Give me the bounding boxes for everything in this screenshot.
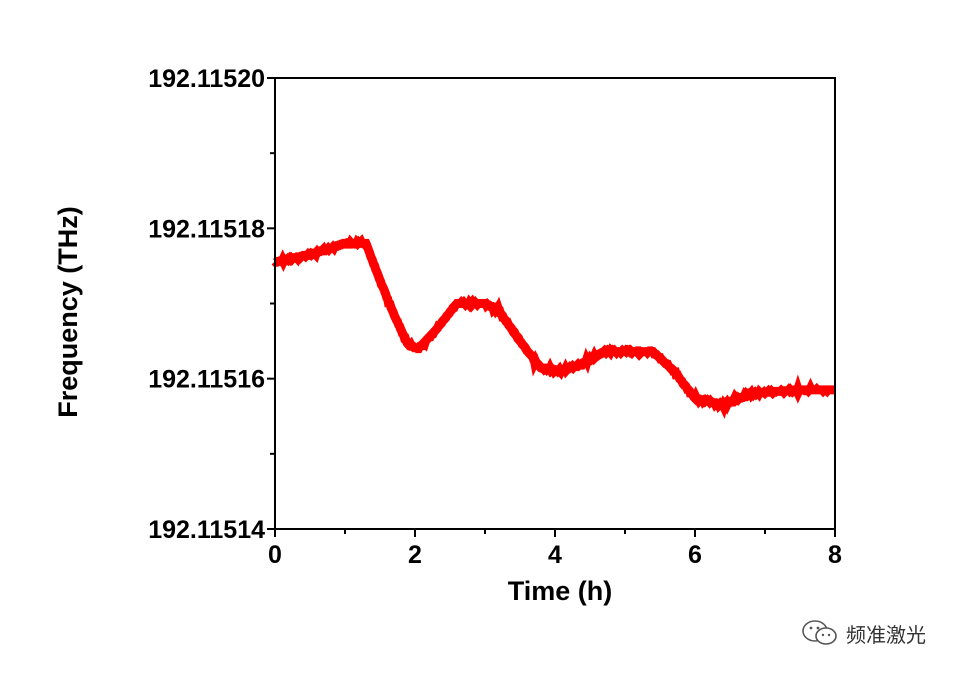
x-tick-label: 2	[408, 541, 422, 569]
x-axis-label: Time (h)	[508, 576, 613, 606]
watermark: 频准激光	[800, 618, 926, 648]
frequency-trace	[271, 234, 835, 420]
x-tick-label: 0	[268, 541, 282, 569]
x-tick-label: 4	[548, 541, 562, 569]
x-tick-label: 6	[688, 541, 702, 569]
y-tick-label: 192.11520	[148, 65, 265, 93]
y-tick-label: 192.11518	[148, 215, 265, 243]
plot-frame	[274, 77, 836, 530]
wechat-icon	[802, 620, 837, 645]
watermark-text: 频准激光	[846, 622, 926, 647]
y-axis-label: Frequency (THz)	[53, 206, 83, 418]
y-tick-label: 192.11516	[148, 366, 265, 394]
frequency-series-line	[271, 234, 835, 420]
x-tick-label: 8	[828, 541, 842, 569]
y-tick-label: 192.11514	[148, 516, 265, 544]
